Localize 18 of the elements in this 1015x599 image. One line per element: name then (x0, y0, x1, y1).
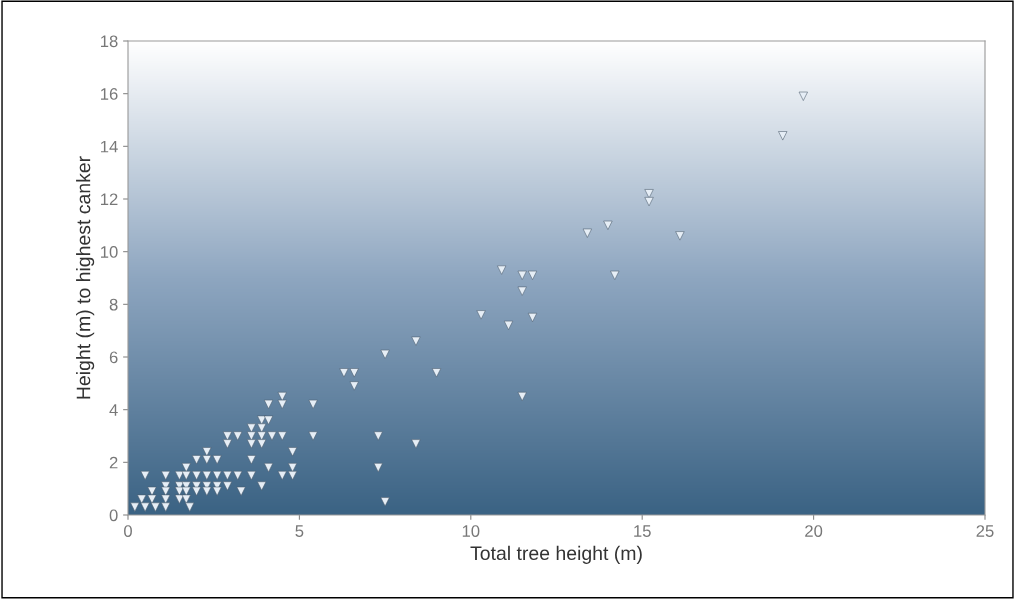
x-tick-label: 5 (295, 525, 304, 537)
y-tick-label: 16 (101, 88, 118, 100)
y-tick-label: 2 (109, 456, 118, 469)
x-tick-label: 0 (124, 525, 132, 537)
y-tick-label: 10 (101, 246, 118, 258)
x-tick-label: 25 (976, 525, 994, 537)
y-tick-label: 14 (101, 140, 118, 153)
x-tick-label: 10 (462, 525, 480, 537)
y-axis-title: Height (m) to highest canker (76, 156, 95, 399)
y-tick-label: 6 (109, 351, 118, 364)
y-tick-label: 18 (101, 35, 118, 48)
y-tick-label: 0 (109, 509, 118, 522)
x-axis-title: Total tree height (m) (470, 545, 642, 564)
x-tick-label: 20 (805, 525, 823, 537)
y-tick-label: 4 (109, 404, 118, 416)
y-tick-label: 12 (101, 193, 118, 206)
y-tick-label: 8 (109, 298, 118, 311)
x-tick-label: 15 (634, 525, 651, 537)
